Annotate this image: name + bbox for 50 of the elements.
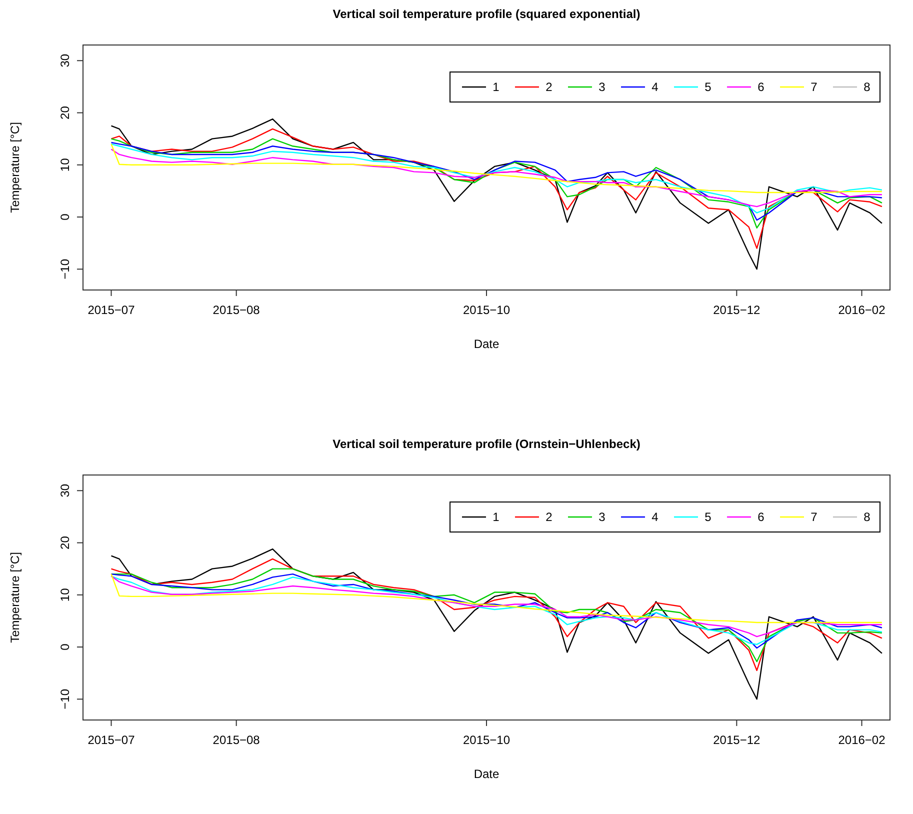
y-axis-title: Temperature [°C] [8,122,22,213]
chart-title: Vertical soil temperature profile (squared exponential) [332,7,640,21]
legend-label: 8 [864,80,871,94]
y-tick-label: 20 [58,536,72,550]
y-tick-label: 0 [58,213,72,220]
legend-label: 6 [758,80,765,94]
y-axis-title: Temperature [°C] [8,552,22,643]
legend-label: 1 [492,510,500,524]
legend-label: 3 [598,80,606,94]
x-tick-label: 2016−02 [838,303,886,317]
legend-label: 8 [864,510,871,524]
legend-label: 4 [652,80,659,94]
x-tick-label: 2015−10 [462,303,510,317]
legend-label: 3 [598,510,606,524]
x-tick-label: 2015−07 [88,303,136,317]
legend-label: 6 [758,510,765,524]
x-tick-label: 2015−12 [713,733,761,747]
legend-label: 4 [652,510,659,524]
line-series [110,118,883,270]
x-tick-label: 2015−08 [212,303,260,317]
y-tick-label: 10 [58,588,72,602]
line-series [110,148,883,208]
line-series [110,558,883,672]
y-tick-label: −10 [58,258,72,280]
x-tick-label: 2015−10 [462,733,510,747]
y-tick-label: 20 [58,106,72,120]
x-tick-label: 2015−07 [88,733,136,747]
x-tick-label: 2015−08 [212,733,260,747]
legend-label: 7 [810,510,818,524]
x-axis-title: Date [474,767,500,781]
legend-label: 2 [546,80,553,94]
line-series [110,573,883,624]
legend-label: 5 [704,80,712,94]
legend-label: 7 [810,80,818,94]
legend-label: 5 [704,510,712,524]
y-tick-label: 10 [58,158,72,172]
x-tick-label: 2016−02 [838,733,886,747]
line-series [110,128,883,249]
y-tick-label: −10 [58,688,72,710]
y-tick-label: 30 [58,484,72,498]
legend-label: 2 [546,510,553,524]
chart-title: Vertical soil temperature profile (Ornstein−Uhlenbeck) [332,437,640,451]
line-series [110,143,883,194]
legend-label: 1 [492,80,500,94]
y-tick-label: 0 [58,643,72,650]
x-tick-label: 2015−12 [713,303,761,317]
x-axis-title: Date [474,337,500,351]
y-tick-label: 30 [58,54,72,68]
line-series [110,568,883,662]
line-series [110,548,883,700]
